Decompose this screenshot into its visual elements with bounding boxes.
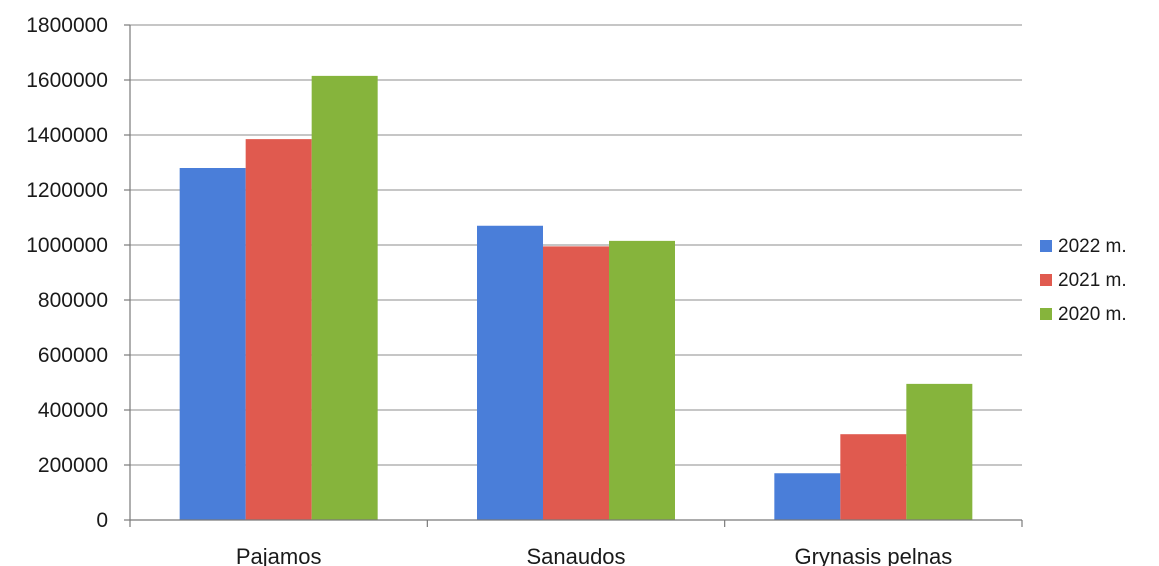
bar-pajamos-2021m [245, 139, 312, 520]
y-tick-label: 1400000 [26, 124, 108, 147]
y-tick-label: 800000 [38, 289, 108, 312]
y-tick-label: 1200000 [26, 179, 108, 202]
y-axis-tick-labels: 0 200000 400000 600000 800000 1000000 1200000 1… [26, 14, 108, 532]
x-category-label: Sanaudos [526, 544, 625, 566]
bar-pajamos-2022m [179, 168, 246, 520]
y-tick-label: 0 [96, 509, 108, 532]
legend-swatch [1040, 308, 1052, 320]
y-tick-label: 600000 [38, 344, 108, 367]
y-tick-label: 1000000 [26, 234, 108, 257]
y-tick-label: 1600000 [26, 69, 108, 92]
bar-grynasis-pelnas-2022m [774, 473, 841, 520]
legend-label: 2022 m. [1058, 236, 1127, 257]
legend-label: 2021 m. [1058, 270, 1127, 291]
bars [179, 75, 973, 520]
bar-sanaudos-2021m [543, 246, 609, 520]
legend-swatch [1040, 240, 1052, 252]
x-category-label: Pajamos [236, 544, 322, 566]
bar-pajamos-2020m [311, 75, 378, 520]
bar-sanaudos-2022m [477, 225, 543, 520]
bar-grynasis-pelnas-2021m [840, 434, 907, 520]
legend: 2022 m. 2021 m. 2020 m. [1040, 236, 1127, 325]
y-tick-label: 200000 [38, 454, 108, 477]
bar-grynasis-pelnas-2020m [906, 383, 973, 520]
y-tick-label: 400000 [38, 399, 108, 422]
y-tick-label: 1800000 [26, 14, 108, 37]
x-axis-category-labels: Pajamos Sanaudos Grynasis pelnas [236, 544, 952, 566]
x-category-label: Grynasis pelnas [794, 544, 952, 566]
legend-label: 2020 m. [1058, 304, 1127, 325]
legend-swatch [1040, 274, 1052, 286]
axes [124, 24, 1023, 527]
bar-sanaudos-2020m [609, 240, 675, 520]
